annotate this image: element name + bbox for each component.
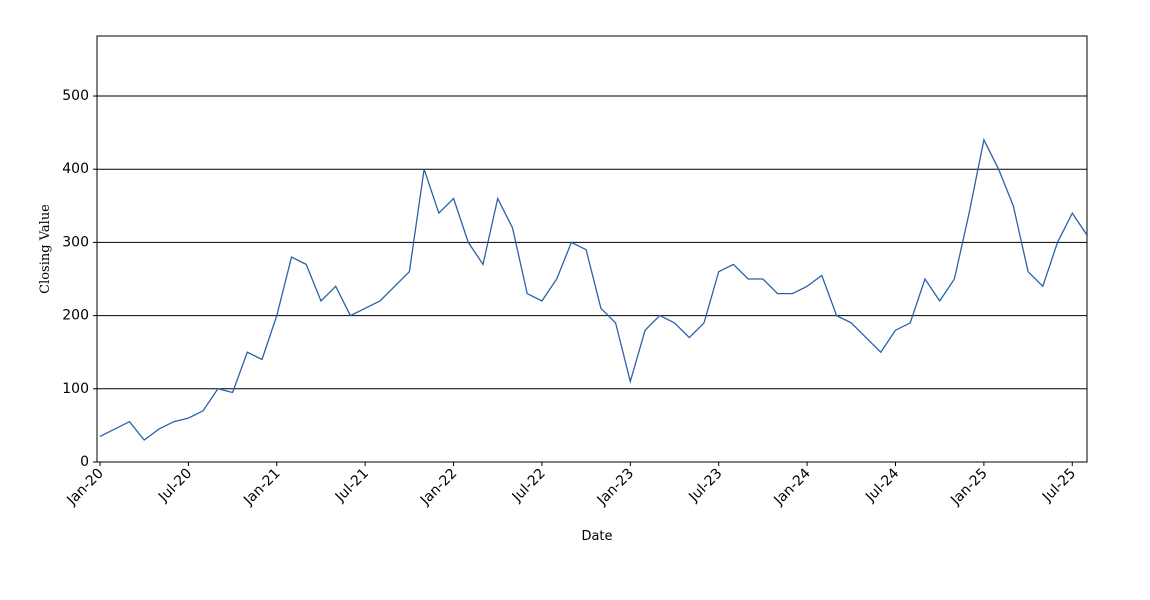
y-tick-label: 500 <box>62 88 89 104</box>
x-tick-label: Jan-21 <box>240 466 283 509</box>
x-tick-label: Jul-25 <box>1039 466 1079 506</box>
y-tick-label: 100 <box>62 381 89 397</box>
x-axis-label: Date <box>581 529 612 544</box>
x-tick-label: Jan-24 <box>770 465 814 509</box>
line <box>99 137 1087 441</box>
x-tick-label: Jan-22 <box>417 466 460 509</box>
x-tick-label: Jan-20 <box>63 466 106 509</box>
y-tick-label: 300 <box>62 234 89 250</box>
y-tick-label: 0 <box>80 454 89 470</box>
x-tick-label: Jul-24 <box>862 465 902 505</box>
plot-frame <box>96 35 1088 463</box>
x-tick-label: Jan-25 <box>947 466 990 509</box>
y-tick-label: 400 <box>62 161 89 177</box>
x-tick-label: Jul-23 <box>685 466 725 506</box>
x-tick-label: Jul-20 <box>155 466 195 506</box>
y-axis-label: Closing Value <box>38 204 53 294</box>
x-tick-label: Jul-22 <box>509 466 549 506</box>
y-tick-label: 200 <box>62 308 89 324</box>
x-tick-label: Jan-23 <box>594 466 637 509</box>
x-tick-label: Jul-21 <box>332 466 372 506</box>
